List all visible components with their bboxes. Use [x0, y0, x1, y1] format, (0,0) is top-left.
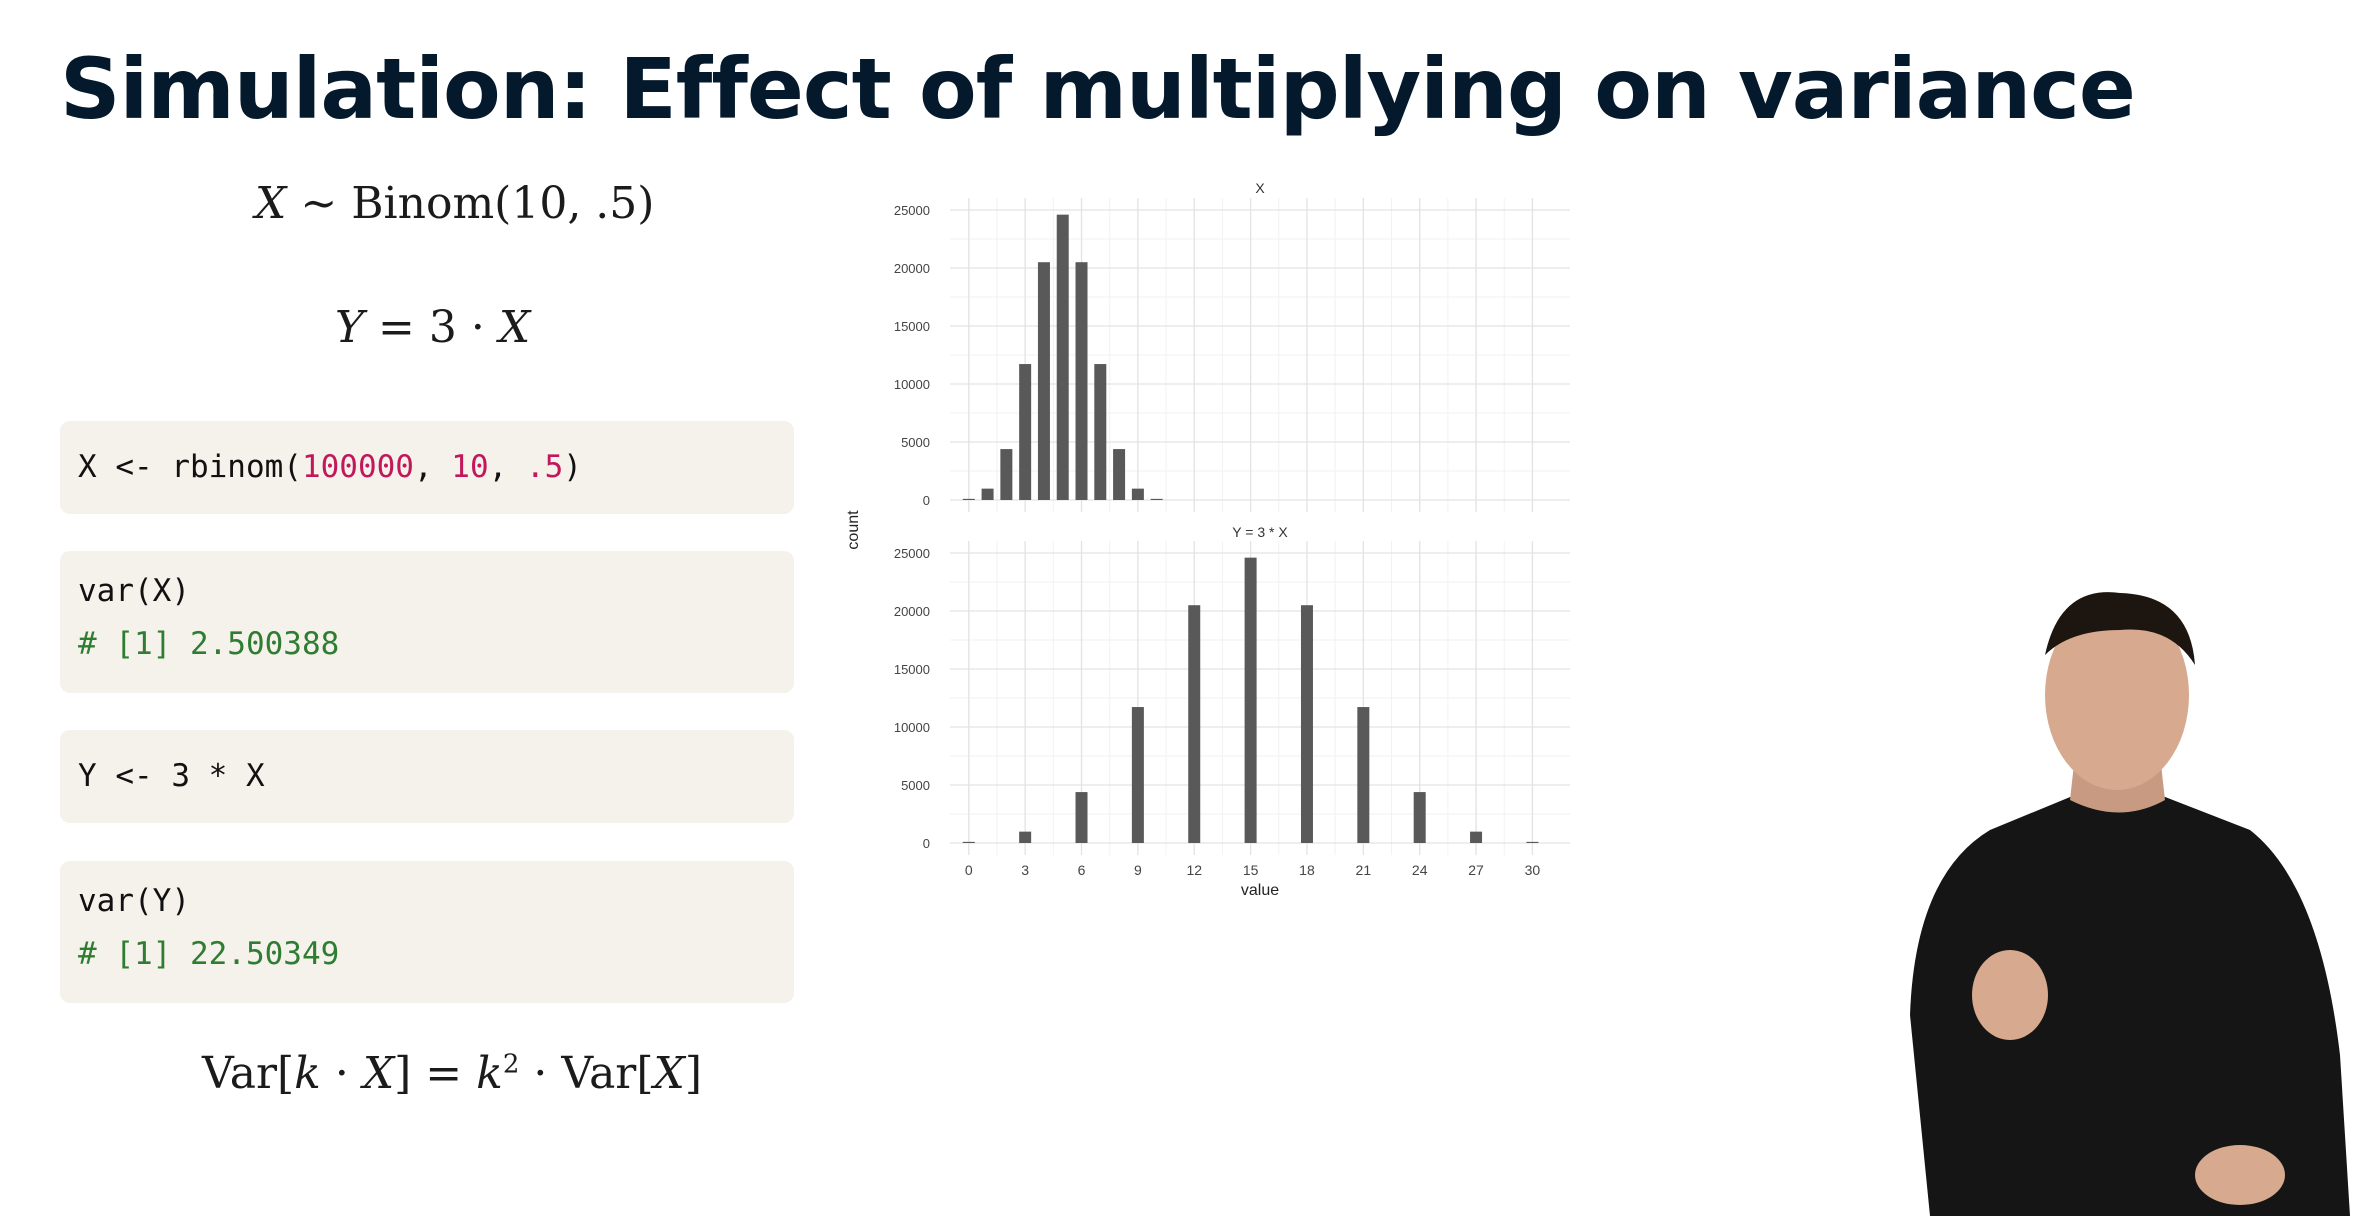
x-tick-label: 15	[1243, 862, 1259, 878]
x-tick-label: 24	[1412, 862, 1428, 878]
chart-svg: 0 5000 10000 15000 20000 25000 0 5000 10000 15000…	[840, 170, 1580, 910]
x-tick-label: 9	[1134, 862, 1142, 878]
histogram-bar	[1000, 449, 1012, 500]
dist-rhs: Binom(10, .5)	[351, 178, 654, 229]
y-tick-label: 0	[923, 493, 930, 508]
histogram-bar	[1301, 605, 1313, 843]
code-number: .5	[526, 449, 563, 485]
code-number: 10	[451, 449, 488, 485]
y-lhs: Y	[335, 302, 364, 353]
histogram-bar	[1057, 215, 1069, 500]
y-tick-label: 10000	[894, 377, 930, 392]
faceted-histogram: 0 5000 10000 15000 20000 25000 0 5000 10000 15000…	[840, 170, 1580, 910]
presenter-left-hand	[1972, 950, 2048, 1040]
x-tick-label: 27	[1468, 862, 1484, 878]
y-tick-label: 15000	[894, 662, 930, 677]
histogram-bar	[1357, 707, 1369, 843]
formula-k: k	[476, 1048, 503, 1099]
code-line: X <- rbinom(100000, 10, .5)	[78, 449, 582, 485]
code-line: var(X)	[78, 573, 190, 609]
chart-title-x: X	[1255, 180, 1265, 196]
histogram-bar	[1019, 832, 1031, 843]
code-text: ,	[489, 449, 526, 485]
code-block-y-assign: Y <- 3 * X	[60, 730, 794, 823]
histogram-bar	[1094, 364, 1106, 500]
variance-rule-formula: Var[k · X] = k2 · Var[X]	[202, 1048, 702, 1099]
x-tick-label: 6	[1078, 862, 1086, 878]
histogram-bar	[1414, 792, 1426, 843]
y-tick-label: 5000	[901, 435, 930, 450]
code-number: 100000	[302, 449, 414, 485]
code-text: X <- rbinom(	[78, 449, 302, 485]
histogram-bar	[1151, 499, 1163, 500]
slide-title: Simulation: Effect of multiplying on var…	[60, 40, 2135, 138]
histogram-bar	[1038, 262, 1050, 500]
code-text: )	[563, 449, 582, 485]
x-tick-label: 21	[1356, 862, 1372, 878]
histogram-bar	[1132, 707, 1144, 843]
histogram-bar	[1113, 449, 1125, 500]
chart-title-y: Y = 3 * X	[1232, 524, 1288, 540]
histogram-bar	[963, 842, 975, 843]
histogram-bar	[982, 489, 994, 500]
y-tick-label: 0	[923, 836, 930, 851]
formula-k: k	[294, 1048, 321, 1099]
histogram-bar	[1076, 792, 1088, 843]
x-tick-label: 0	[965, 862, 973, 878]
dist-lhs: X	[255, 178, 286, 229]
formula-part: Var[	[202, 1048, 294, 1099]
code-block-var-x: var(X) # [1] 2.500388	[60, 551, 794, 693]
formula-part: ]	[685, 1048, 702, 1099]
distribution-formula: X ∼ Binom(10, .5)	[255, 178, 654, 229]
code-line: Y <- 3 * X	[78, 758, 265, 794]
histogram-bar	[1470, 832, 1482, 843]
formula-part: ] =	[394, 1048, 476, 1099]
histogram-bar	[1526, 842, 1538, 843]
presenter-video	[1870, 585, 2370, 1216]
y-rhs: = 3 ·	[378, 302, 499, 353]
y-axis-label: count	[845, 510, 862, 550]
formula-part: ·	[321, 1048, 363, 1099]
y-tick-label: 25000	[894, 546, 930, 561]
histogram-bar	[1188, 605, 1200, 843]
formula-x: X	[654, 1048, 685, 1099]
histogram-bar	[1019, 364, 1031, 500]
x-tick-label: 3	[1021, 862, 1029, 878]
code-output: # [1] 2.500388	[78, 626, 339, 662]
histogram-bar	[1132, 489, 1144, 500]
y-tick-label: 20000	[894, 604, 930, 619]
histogram-bar	[1245, 558, 1257, 843]
code-block-var-y: var(Y) # [1] 22.50349	[60, 861, 794, 1003]
histogram-bar	[1076, 262, 1088, 500]
formula-exponent: 2	[503, 1049, 520, 1079]
y-tick-label: 15000	[894, 319, 930, 334]
dist-op: ∼	[300, 178, 337, 229]
y-tick-label: 10000	[894, 720, 930, 735]
x-tick-label: 18	[1299, 862, 1315, 878]
y-definition-formula: Y = 3 · X	[335, 302, 530, 353]
code-block-rbinom: X <- rbinom(100000, 10, .5)	[60, 421, 794, 514]
histogram-bar	[963, 499, 975, 500]
code-text: ,	[414, 449, 451, 485]
code-output: # [1] 22.50349	[78, 936, 339, 972]
y-x: X	[499, 302, 530, 353]
x-tick-label: 30	[1525, 862, 1541, 878]
presenter-right-hand	[2195, 1145, 2285, 1205]
x-axis-label: value	[1241, 882, 1279, 899]
presenter-figure	[1870, 585, 2370, 1216]
formula-part: · Var[	[519, 1048, 653, 1099]
x-tick-label: 12	[1186, 862, 1202, 878]
code-line: var(Y)	[78, 883, 190, 919]
formula-x: X	[363, 1048, 394, 1099]
y-tick-label: 5000	[901, 778, 930, 793]
y-tick-label: 25000	[894, 203, 930, 218]
y-tick-label: 20000	[894, 261, 930, 276]
